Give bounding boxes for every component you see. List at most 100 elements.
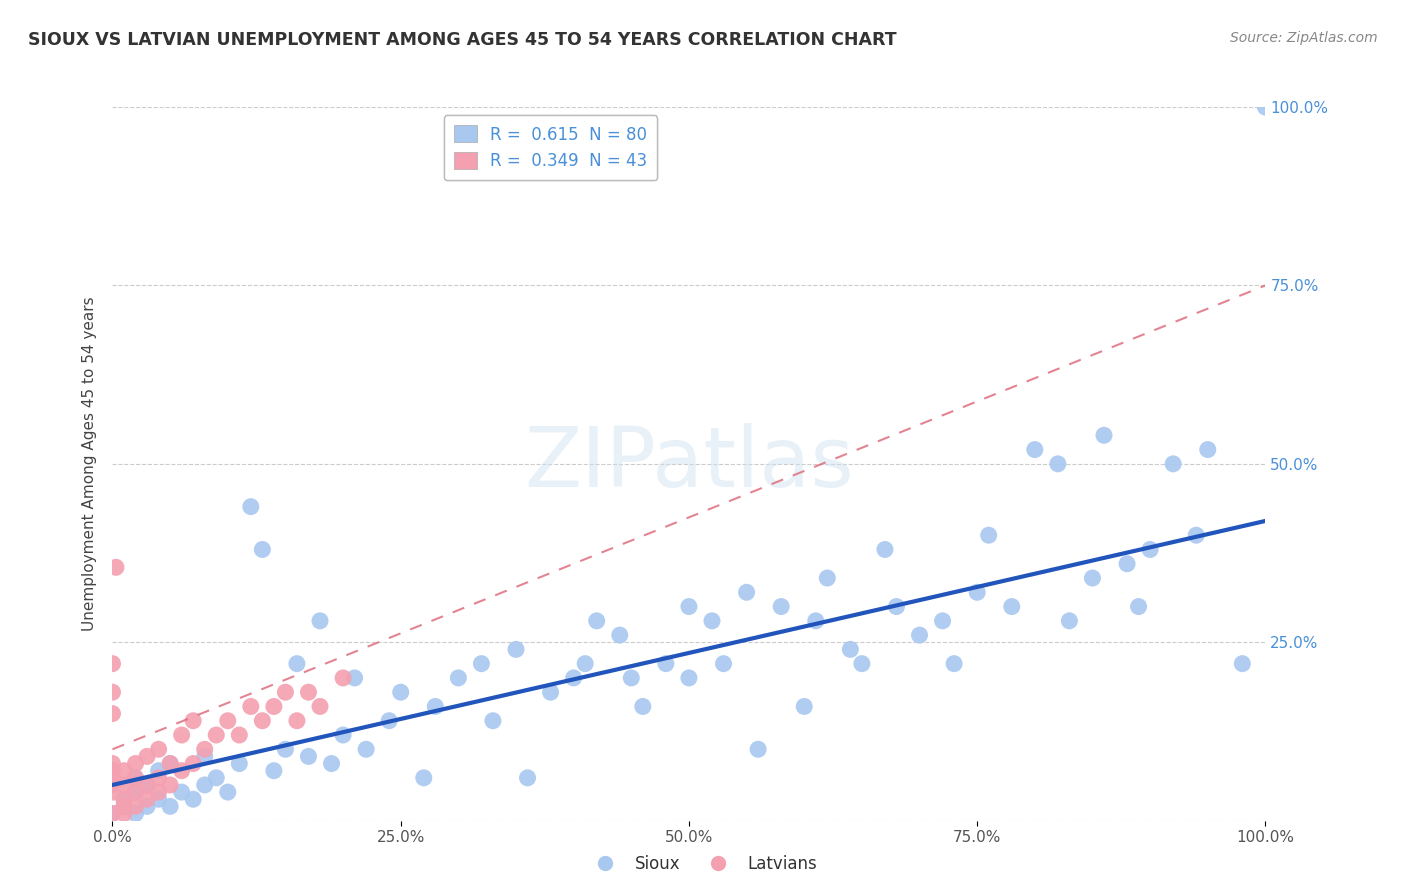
Point bbox=[1232, 657, 1254, 671]
Point bbox=[205, 771, 228, 785]
Point bbox=[297, 685, 319, 699]
Point bbox=[631, 699, 654, 714]
Point bbox=[585, 614, 607, 628]
Point bbox=[678, 671, 700, 685]
Point bbox=[148, 771, 170, 785]
Point bbox=[562, 671, 585, 685]
Point bbox=[1024, 442, 1046, 457]
Point bbox=[804, 614, 827, 628]
Point bbox=[770, 599, 793, 614]
Point bbox=[194, 749, 217, 764]
Point bbox=[101, 657, 124, 671]
Point bbox=[136, 792, 159, 806]
Point bbox=[124, 756, 146, 771]
Point bbox=[181, 756, 204, 771]
Point bbox=[101, 778, 124, 792]
Point bbox=[886, 599, 908, 614]
Point bbox=[516, 771, 538, 785]
Point bbox=[873, 542, 896, 557]
Point bbox=[101, 806, 124, 821]
Point bbox=[1046, 457, 1069, 471]
Point bbox=[354, 742, 377, 756]
Point bbox=[540, 685, 562, 699]
Point bbox=[977, 528, 1000, 542]
Point bbox=[101, 706, 124, 721]
Y-axis label: Unemployment Among Ages 45 to 54 years: Unemployment Among Ages 45 to 54 years bbox=[82, 296, 97, 632]
Point bbox=[136, 749, 159, 764]
Point bbox=[1185, 528, 1208, 542]
Point bbox=[194, 778, 217, 792]
Point bbox=[148, 764, 170, 778]
Point bbox=[931, 614, 953, 628]
Point bbox=[124, 771, 146, 785]
Point bbox=[217, 785, 239, 799]
Point bbox=[425, 699, 447, 714]
Point bbox=[228, 728, 250, 742]
Point bbox=[112, 792, 135, 806]
Point bbox=[101, 806, 124, 821]
Point bbox=[574, 657, 596, 671]
Point bbox=[148, 792, 170, 806]
Point bbox=[309, 699, 332, 714]
Point bbox=[505, 642, 527, 657]
Point bbox=[170, 764, 193, 778]
Point bbox=[1139, 542, 1161, 557]
Legend: R =  0.615  N = 80, R =  0.349  N = 43: R = 0.615 N = 80, R = 0.349 N = 43 bbox=[444, 115, 658, 180]
Point bbox=[735, 585, 758, 599]
Point bbox=[101, 685, 124, 699]
Point bbox=[332, 728, 354, 742]
Point bbox=[285, 657, 308, 671]
Point bbox=[101, 764, 124, 778]
Point bbox=[321, 756, 343, 771]
Point bbox=[159, 756, 181, 771]
Point bbox=[482, 714, 505, 728]
Point bbox=[1092, 428, 1115, 442]
Point bbox=[309, 614, 332, 628]
Point bbox=[112, 764, 135, 778]
Point bbox=[136, 799, 159, 814]
Point bbox=[159, 756, 181, 771]
Point bbox=[124, 799, 146, 814]
Point bbox=[136, 778, 159, 792]
Point bbox=[839, 642, 862, 657]
Point bbox=[815, 571, 838, 585]
Point bbox=[217, 714, 239, 728]
Point bbox=[609, 628, 631, 642]
Text: ZIPatlas: ZIPatlas bbox=[524, 424, 853, 504]
Point bbox=[181, 792, 204, 806]
Point bbox=[1001, 599, 1024, 614]
Point bbox=[332, 671, 354, 685]
Point bbox=[713, 657, 735, 671]
Point bbox=[1161, 457, 1184, 471]
Point bbox=[470, 657, 492, 671]
Point bbox=[112, 792, 135, 806]
Point bbox=[274, 742, 297, 756]
Point bbox=[252, 714, 274, 728]
Point bbox=[101, 771, 124, 785]
Point bbox=[112, 778, 135, 792]
Point bbox=[378, 714, 401, 728]
Point bbox=[447, 671, 470, 685]
Point bbox=[793, 699, 815, 714]
Point bbox=[412, 771, 434, 785]
Text: SIOUX VS LATVIAN UNEMPLOYMENT AMONG AGES 45 TO 54 YEARS CORRELATION CHART: SIOUX VS LATVIAN UNEMPLOYMENT AMONG AGES… bbox=[28, 31, 897, 49]
Point bbox=[124, 785, 146, 799]
Point bbox=[124, 771, 146, 785]
Point bbox=[1197, 442, 1219, 457]
Point bbox=[239, 699, 262, 714]
Point bbox=[1081, 571, 1104, 585]
Point bbox=[1059, 614, 1081, 628]
Point bbox=[1254, 100, 1277, 114]
Point bbox=[148, 785, 170, 799]
Point bbox=[101, 756, 124, 771]
Legend: Sioux, Latvians: Sioux, Latvians bbox=[582, 848, 824, 880]
Point bbox=[274, 685, 297, 699]
Point bbox=[263, 699, 285, 714]
Point bbox=[170, 728, 193, 742]
Point bbox=[908, 628, 931, 642]
Point bbox=[943, 657, 966, 671]
Point bbox=[112, 799, 135, 814]
Point bbox=[124, 785, 146, 799]
Point bbox=[620, 671, 643, 685]
Point bbox=[104, 560, 127, 574]
